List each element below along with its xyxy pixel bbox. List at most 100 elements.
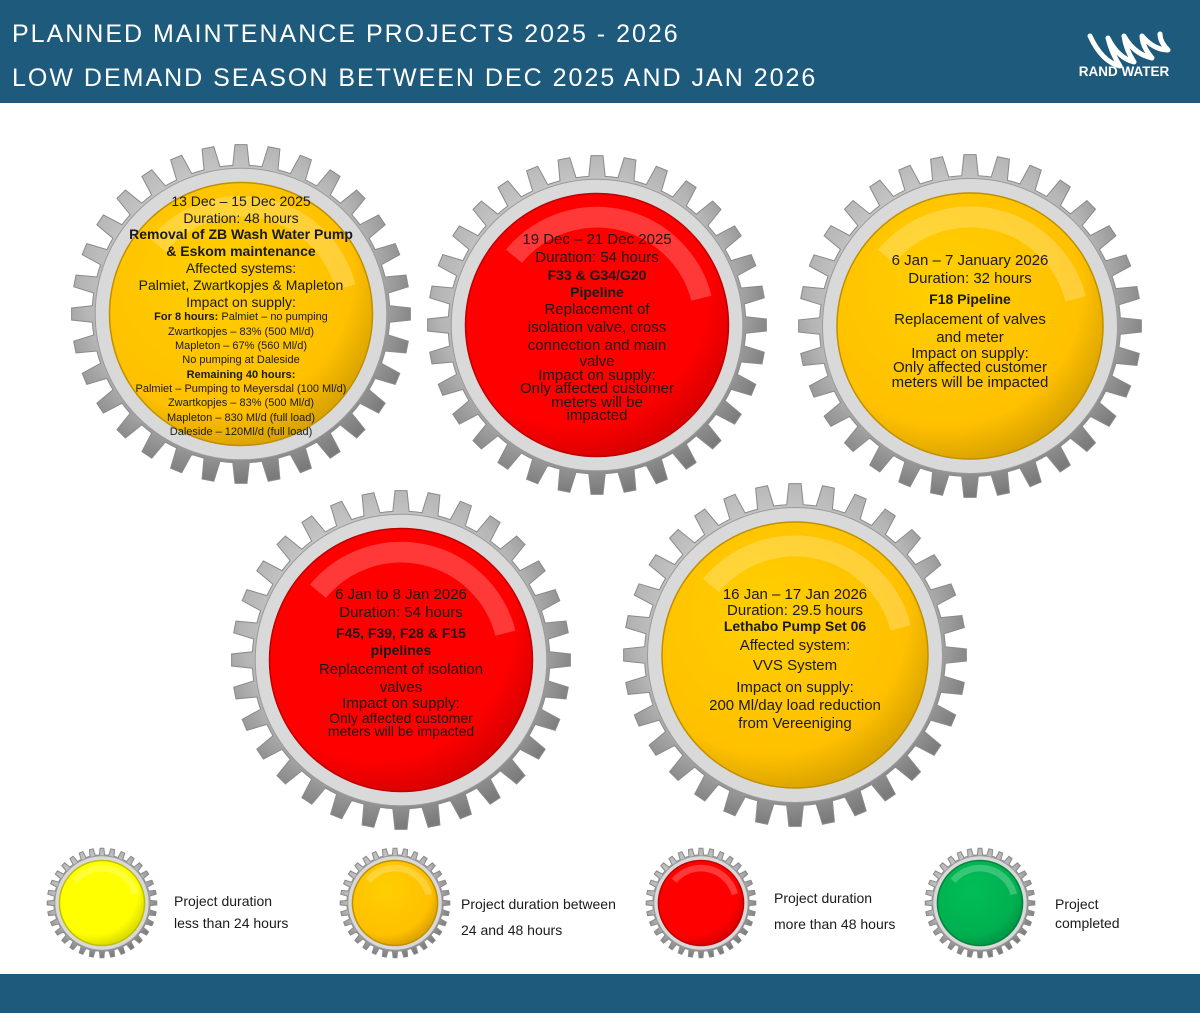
gear-icon xyxy=(71,144,411,484)
gear-face xyxy=(936,859,1024,947)
project-details: 13 Dec – 15 Dec 2025 Duration: 48 hours … xyxy=(129,181,353,451)
impact-period-label: Remaining 40 hours: xyxy=(186,368,296,381)
impact-item: Palmiet – no pumping xyxy=(221,311,328,324)
project-details: 16 Jan – 17 Jan 2026 Duration: 29.5 hour… xyxy=(685,580,905,740)
legend-gear xyxy=(335,847,455,959)
gear-icon xyxy=(231,490,571,830)
project-gear-f33-g34-g20: 19 Dec – 21 Dec 2025 Duration: 54 hours … xyxy=(424,152,770,498)
legend-label: Project completed xyxy=(1055,895,1120,933)
project-name: & Eskom maintenance xyxy=(166,243,316,260)
impact-item: Only affected customer xyxy=(329,709,473,726)
impact-label: Impact on supply: xyxy=(538,366,656,384)
legend-label-line: Project xyxy=(1055,896,1099,912)
impact-label: Impact on supply: xyxy=(342,695,460,713)
legend-label: Project duration less than 24 hours xyxy=(174,890,288,935)
affected-systems: VVS System xyxy=(752,657,838,675)
project-duration: Duration: 54 hours xyxy=(535,249,659,267)
impact-item: Mapleton – 67% (560 Ml/d) xyxy=(174,340,308,353)
legend-label-line: more than 48 hours xyxy=(774,915,896,932)
impact-item: Only affected customer xyxy=(520,380,674,398)
legend-label-line: Project duration between xyxy=(461,896,616,912)
gear-face xyxy=(108,181,374,447)
project-details: 19 Dec – 21 Dec 2025 Duration: 54 hours … xyxy=(497,207,697,447)
legend-label: Project duration more than 48 hours xyxy=(774,886,895,938)
impact-item: Daleside – 120Ml/d (full load) xyxy=(169,425,313,438)
project-dates: 16 Jan – 17 Jan 2026 xyxy=(722,585,868,603)
gear-icon xyxy=(798,154,1142,498)
project-dates: 6 Jan to 8 Jan 2026 xyxy=(335,585,467,603)
impact-item: 200 Ml/day load reduction xyxy=(709,697,881,715)
impact-item: from Vereeniging xyxy=(738,715,852,733)
gear-icon xyxy=(427,155,767,495)
legend-label-line: completed xyxy=(1055,914,1120,931)
impact-period-line: For 8 hours: Palmiet – no pumping xyxy=(154,310,328,324)
project-description: Replacement of isolation xyxy=(318,661,484,679)
rand-water-logo-icon xyxy=(1087,31,1171,69)
logo-text: RAND WATER xyxy=(1078,64,1170,79)
gear-icon xyxy=(645,847,757,959)
gear-face xyxy=(268,527,534,793)
project-name: F33 & G34/G20 xyxy=(547,267,647,284)
legend-gear xyxy=(920,847,1040,959)
project-dates: 19 Dec – 21 Dec 2025 xyxy=(522,231,672,249)
project-duration: Duration: 48 hours xyxy=(183,209,299,226)
gear-highlight xyxy=(877,206,1086,302)
project-duration: Duration: 54 hours xyxy=(339,603,463,621)
project-description: connection and main xyxy=(527,337,667,355)
impact-item: Only affected customer xyxy=(893,359,1047,377)
impact-item: Zwartkopjes – 83% (500 Ml/d) xyxy=(167,397,315,410)
impact-item: impacted xyxy=(566,407,628,425)
gear-icon xyxy=(339,847,451,959)
project-details: 6 Jan to 8 Jan 2026 Duration: 54 hours F… xyxy=(291,547,511,777)
legend-gear xyxy=(641,847,761,959)
legend-label-line: Project duration xyxy=(774,890,873,906)
gear-highlight xyxy=(72,864,140,896)
gear-face xyxy=(836,192,1104,460)
impact-item: No pumping at Daleside xyxy=(182,354,300,367)
footer-bar xyxy=(0,974,1200,1013)
impact-item: meters will be xyxy=(551,393,643,411)
impact-item: Mapleton – 830 Ml/d (full load) xyxy=(167,411,315,424)
page-subtitle: LOW DEMAND SEASON BETWEEN DEC 2025 AND J… xyxy=(12,64,818,92)
project-gear-zb-wash-water-pump: 13 Dec – 15 Dec 2025 Duration: 48 hours … xyxy=(68,141,414,487)
gear-face xyxy=(464,192,730,458)
project-name: Removal of ZB Wash Water Pump xyxy=(129,226,353,243)
gear-highlight xyxy=(149,195,356,290)
affected-systems: Palmiet, Zwartkopjes & Mapleton xyxy=(138,276,344,293)
project-description: valves xyxy=(379,679,423,697)
legend-label-line: Project duration xyxy=(174,893,273,909)
affected-label: Affected system: xyxy=(739,637,851,655)
gear-highlight xyxy=(671,864,739,896)
project-gear-lethabo-pump-set-06: 16 Jan – 17 Jan 2026 Duration: 29.5 hour… xyxy=(620,480,970,830)
project-name: Pipeline xyxy=(570,284,624,301)
impact-item: Zwartkopjes – 83% (500 Ml/d) xyxy=(167,325,315,338)
legend-label-line: 24 and 48 hours xyxy=(461,921,563,938)
gear-face xyxy=(657,859,745,947)
legend-item-green xyxy=(920,847,1050,959)
project-gear-f18-pipeline: 6 Jan – 7 January 2026 Duration: 32 hour… xyxy=(795,151,1145,501)
gear-highlight xyxy=(309,541,516,636)
header-banner: PLANNED MAINTENANCE PROJECTS 2025 - 2026… xyxy=(0,0,1200,103)
project-name: pipelines xyxy=(370,641,432,658)
project-name: Lethabo Pump Set 06 xyxy=(723,618,867,635)
gear-icon xyxy=(623,483,967,827)
project-name: F18 Pipeline xyxy=(929,291,1011,308)
project-gear-f45-f39-f28-f15: 6 Jan to 8 Jan 2026 Duration: 54 hours F… xyxy=(228,487,574,833)
impact-label: Impact on supply: xyxy=(911,345,1029,363)
gear-icon xyxy=(924,847,1036,959)
legend-item-amber xyxy=(335,847,465,959)
project-description: Replacement of xyxy=(544,301,650,319)
project-duration: Duration: 29.5 hours xyxy=(727,601,863,619)
impact-period-label: For 8 hours: xyxy=(154,311,219,324)
gear-highlight xyxy=(950,864,1018,896)
gear-highlight xyxy=(505,206,712,301)
legend-label-line: less than 24 hours xyxy=(174,915,289,932)
project-description: isolation valve, cross xyxy=(527,319,667,337)
legend-item-red xyxy=(641,847,771,959)
impact-label: Impact on supply: xyxy=(736,679,854,697)
project-name: F45, F39, F28 & F15 xyxy=(336,624,466,641)
gear-highlight xyxy=(365,864,433,896)
gear-face xyxy=(58,859,146,947)
project-details: 6 Jan – 7 January 2026 Duration: 32 hour… xyxy=(860,231,1080,411)
impact-item: Palmiet – Pumping to Meyersdal (100 Ml/d… xyxy=(135,382,347,395)
